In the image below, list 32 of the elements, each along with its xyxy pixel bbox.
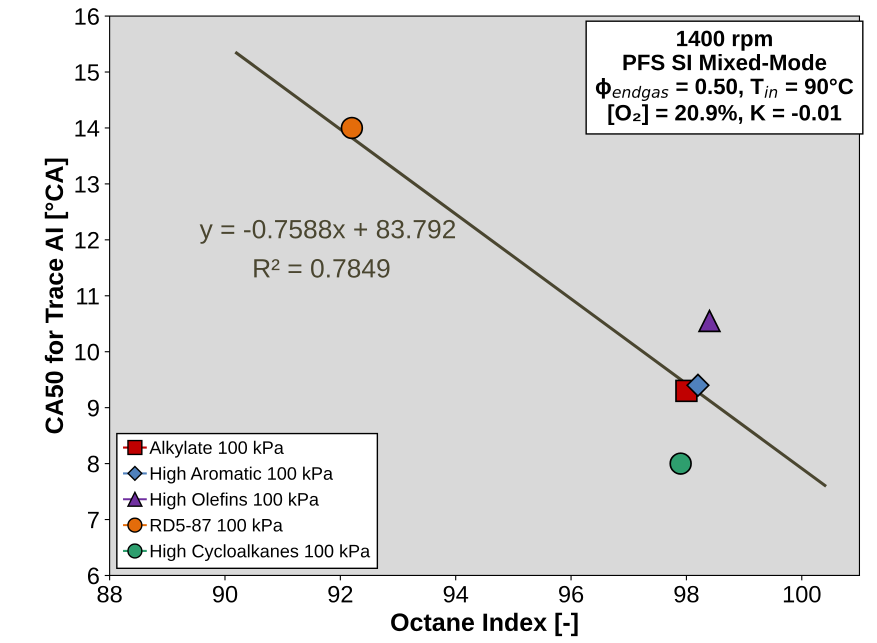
legend-label: RD5-87 100 kPa xyxy=(150,518,283,532)
annotation: R² = 0.7849 xyxy=(254,259,390,278)
x-tick-label: 94 xyxy=(444,586,468,603)
y-tick-label: 13 xyxy=(75,176,99,193)
y-tick-label: 12 xyxy=(75,232,99,248)
annotation: 1400 rpm PFS SI Mixed-Mode ϕ$_{endgas}$ = 0.50, T$_{in}$ = 90°C [O₂] = 20.9%, K = -0.01 xyxy=(596,30,854,126)
legend-label: High Olefins 100 kPa xyxy=(150,492,319,510)
x-axis-title: Octane Index [-] xyxy=(391,612,578,636)
y-tick-label: 7 xyxy=(88,512,99,528)
x-tick-label: 100 xyxy=(784,586,821,603)
legend-label: High Cycloalkanes 100 kPa xyxy=(150,544,370,562)
y-tick-label: 9 xyxy=(88,400,99,416)
y-tick-label: 6 xyxy=(88,568,99,584)
legend-label: High Aromatic 100 kPa xyxy=(150,466,334,484)
y-tick-label: 11 xyxy=(77,288,99,304)
y-tick-label: 15 xyxy=(75,64,99,81)
annotation: y = -0.7588x + 83.792 xyxy=(200,220,456,244)
x-tick-label: 98 xyxy=(674,586,699,603)
x-tick-label: 90 xyxy=(212,586,238,603)
point xyxy=(698,310,721,332)
point xyxy=(686,374,710,397)
x-tick-label: 88 xyxy=(98,586,122,603)
y-tick-label: 16 xyxy=(75,8,99,25)
x-tick-label: 96 xyxy=(559,586,584,603)
y-tick-label: 10 xyxy=(75,344,99,361)
y-axis-title: CA50 for Trace AI [°CA] xyxy=(44,158,68,434)
point xyxy=(340,116,364,140)
legend-label: Alkylate 100 kPa xyxy=(149,440,284,458)
x-tick-label: 92 xyxy=(328,586,352,603)
point xyxy=(669,452,692,475)
y-tick-label: 14 xyxy=(75,120,100,137)
y-tick-label: 8 xyxy=(88,456,99,472)
